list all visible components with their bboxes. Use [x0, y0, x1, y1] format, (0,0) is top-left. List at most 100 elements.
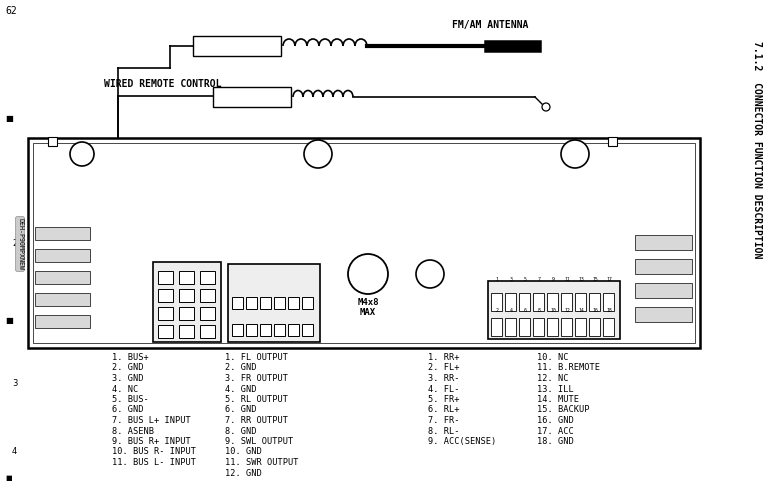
Text: 3: 3: [12, 379, 18, 388]
Text: 4. NC: 4. NC: [112, 384, 138, 393]
Bar: [575, 293, 586, 311]
Circle shape: [416, 260, 444, 288]
Bar: [603, 318, 614, 336]
Text: 16: 16: [592, 308, 598, 313]
Text: ■: ■: [5, 475, 12, 481]
Text: 5. RL OUTPUT: 5. RL OUTPUT: [225, 395, 288, 404]
Bar: [33, 143, 695, 343]
Bar: [232, 324, 243, 336]
Bar: [635, 307, 692, 322]
Bar: [158, 271, 173, 284]
Text: DEH-P90MPXNEW: DEH-P90MPXNEW: [17, 218, 23, 270]
Text: 7. BUS L+ INPUT: 7. BUS L+ INPUT: [112, 416, 190, 425]
Bar: [200, 325, 215, 338]
Bar: [246, 324, 257, 336]
Circle shape: [70, 142, 94, 166]
Bar: [505, 293, 516, 311]
Bar: [35, 227, 90, 240]
Bar: [200, 271, 215, 284]
Text: 7. FR-: 7. FR-: [428, 416, 459, 425]
Bar: [228, 264, 320, 342]
Text: 9. BUS R+ INPUT: 9. BUS R+ INPUT: [112, 437, 190, 446]
Text: 4. FL-: 4. FL-: [428, 384, 459, 393]
Text: 18. GND: 18. GND: [537, 437, 574, 446]
Text: 10: 10: [550, 308, 556, 313]
Bar: [246, 297, 257, 309]
Text: 1. BUS+: 1. BUS+: [112, 353, 149, 362]
Text: ■: ■: [5, 114, 13, 123]
Bar: [288, 297, 299, 309]
Polygon shape: [552, 234, 568, 250]
Bar: [193, 36, 281, 56]
Circle shape: [561, 140, 589, 168]
Text: 17: 17: [606, 277, 612, 282]
Bar: [179, 307, 194, 320]
Bar: [505, 318, 516, 336]
Bar: [603, 293, 614, 311]
Circle shape: [348, 254, 388, 294]
Text: 62: 62: [5, 6, 17, 16]
Text: 2. FL+: 2. FL+: [428, 364, 459, 372]
Bar: [260, 324, 271, 336]
Text: WIRED REMOTE CONTROL: WIRED REMOTE CONTROL: [104, 79, 222, 89]
Bar: [200, 307, 215, 320]
Text: 12. GND: 12. GND: [225, 469, 262, 478]
Text: 10. BUS R- INPUT: 10. BUS R- INPUT: [112, 447, 196, 456]
Bar: [158, 325, 173, 338]
Bar: [288, 324, 299, 336]
Text: 8. ASENB: 8. ASENB: [112, 427, 154, 435]
Text: 12. NC: 12. NC: [537, 374, 568, 383]
Bar: [302, 324, 313, 336]
Bar: [213, 87, 291, 107]
Bar: [561, 293, 572, 311]
Text: 16. GND: 16. GND: [537, 416, 574, 425]
Bar: [547, 318, 558, 336]
Bar: [200, 289, 215, 302]
Bar: [153, 262, 221, 342]
Text: 13. ILL: 13. ILL: [537, 384, 574, 393]
Bar: [491, 293, 502, 311]
Bar: [35, 249, 90, 262]
Text: 5. BUS-: 5. BUS-: [112, 395, 149, 404]
Polygon shape: [60, 168, 76, 184]
Bar: [179, 271, 194, 284]
Text: 6. GND: 6. GND: [225, 406, 257, 415]
Text: 10. GND: 10. GND: [225, 447, 262, 456]
Text: 11: 11: [564, 277, 570, 282]
Bar: [547, 293, 558, 311]
Bar: [519, 293, 530, 311]
Circle shape: [304, 140, 332, 168]
Circle shape: [542, 103, 550, 111]
Text: 18: 18: [606, 308, 612, 313]
Bar: [179, 325, 194, 338]
Text: 6: 6: [524, 308, 526, 313]
Text: 7. RR OUTPUT: 7. RR OUTPUT: [225, 416, 288, 425]
Text: FM/AM ANTENNA: FM/AM ANTENNA: [452, 20, 528, 30]
Bar: [519, 318, 530, 336]
Bar: [589, 293, 600, 311]
Text: 12: 12: [564, 308, 570, 313]
Bar: [488, 281, 620, 339]
Bar: [635, 283, 692, 298]
Text: 13: 13: [578, 277, 584, 282]
Text: 2: 2: [495, 308, 498, 313]
Bar: [561, 318, 572, 336]
Bar: [575, 318, 586, 336]
Text: ■: ■: [5, 316, 13, 325]
Text: 9. ACC(SENSE): 9. ACC(SENSE): [428, 437, 496, 446]
Bar: [260, 297, 271, 309]
Text: 2. GND: 2. GND: [112, 364, 144, 372]
Text: 7.1.2  CONNECTOR FUNCTION DESCRIPTION: 7.1.2 CONNECTOR FUNCTION DESCRIPTION: [752, 41, 762, 258]
Bar: [35, 315, 90, 328]
Bar: [635, 235, 692, 250]
Text: 9: 9: [551, 277, 554, 282]
Bar: [35, 293, 90, 306]
Text: 1. RR+: 1. RR+: [428, 353, 459, 362]
Text: 14: 14: [578, 308, 584, 313]
Text: 11. BUS L- INPUT: 11. BUS L- INPUT: [112, 458, 196, 467]
Bar: [491, 318, 502, 336]
Bar: [533, 293, 544, 311]
Text: 15. BACKUP: 15. BACKUP: [537, 406, 590, 415]
Text: 5: 5: [524, 277, 526, 282]
Text: 8. GND: 8. GND: [225, 427, 257, 435]
